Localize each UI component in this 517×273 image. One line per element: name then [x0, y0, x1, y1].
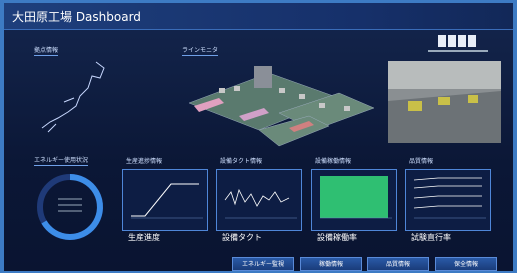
header: 大田原工場 Dashboard — [4, 3, 513, 30]
chart-panel — [216, 169, 302, 231]
mini-chart — [125, 172, 209, 224]
panel-title: 品質情報 — [409, 156, 433, 165]
panel-title: 設備タクト情報 — [220, 156, 262, 165]
section-title: ラインモニタ — [182, 45, 218, 56]
section-title: 拠点情報 — [34, 45, 58, 56]
factory-photo — [388, 61, 501, 143]
energy-gauge — [34, 171, 106, 243]
title: 大田原工場 Dashboard — [12, 8, 141, 25]
nav-button[interactable]: 品質情報 — [367, 257, 429, 271]
nav-button[interactable]: 保全情報 — [435, 257, 497, 271]
panel-caption: 設備タクト — [222, 232, 262, 243]
logo — [414, 33, 494, 55]
dashboard: 大田原工場 Dashboard 拠点情報 ラインモニタ エネルギー使用状況 生産… — [4, 3, 513, 271]
chart-panel — [311, 169, 397, 231]
mini-chart — [219, 172, 303, 224]
panel-caption: 試験直行率 — [411, 232, 451, 243]
panel-title: 設備稼働情報 — [315, 156, 351, 165]
panel-title: 生産進捗情報 — [126, 156, 162, 165]
line-diagram — [179, 58, 379, 153]
nav-button[interactable]: エネルギー監視 — [232, 257, 294, 271]
nav-button[interactable]: 稼働情報 — [300, 257, 362, 271]
panel-caption: 生産進度 — [128, 232, 160, 243]
mini-chart — [408, 172, 492, 224]
chart-panel — [405, 169, 491, 231]
chart-panel — [122, 169, 208, 231]
panel-caption: 設備稼働率 — [317, 232, 357, 243]
map — [34, 58, 114, 138]
section-title: エネルギー使用状況 — [34, 155, 88, 166]
mini-chart — [314, 172, 398, 224]
